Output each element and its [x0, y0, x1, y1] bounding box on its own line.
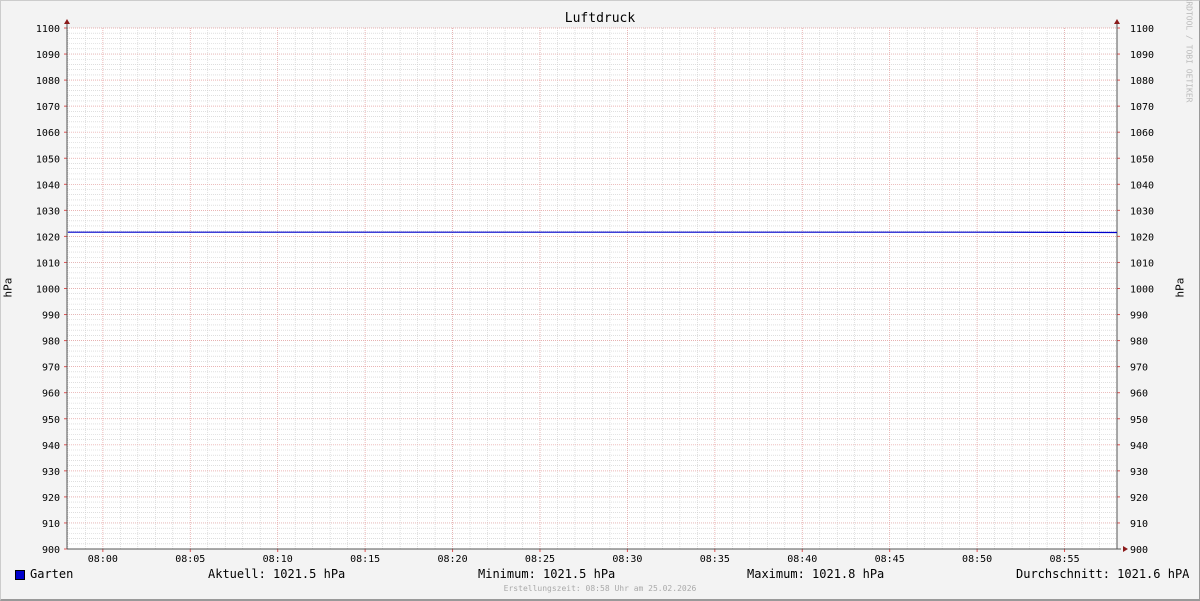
y-tick-label-right: 1030	[1130, 206, 1154, 217]
y-tick-label-right: 1090	[1130, 50, 1154, 61]
y-tick-label-right: 1070	[1130, 102, 1154, 113]
y-tick-label-right: 980	[1130, 337, 1148, 348]
y-tick-label-left: 1070	[36, 102, 60, 113]
y-tick-label-left: 1080	[36, 76, 60, 87]
legend-aktuell: Aktuell: 1021.5 hPa	[208, 567, 345, 581]
watermark: RRDTOOL / TOBI OETIKER	[1185, 0, 1194, 127]
y-tick-label-left: 1010	[36, 258, 60, 269]
y-tick-label-right: 990	[1130, 311, 1148, 322]
y-tick-label-right: 930	[1130, 467, 1148, 478]
y-tick-label-left: 970	[42, 363, 60, 374]
x-tick-label: 08:25	[525, 554, 555, 565]
y-tick-label-right: 920	[1130, 493, 1148, 504]
legend-series-label: Garten	[30, 567, 73, 581]
y-tick-label-right: 1060	[1130, 128, 1154, 139]
y-tick-label-left: 1000	[36, 285, 60, 296]
x-axis-arrow	[1123, 546, 1128, 552]
y-tick-label-right: 1000	[1130, 285, 1154, 296]
y-tick-label-right: 1080	[1130, 76, 1154, 87]
y-tick-label-left: 920	[42, 493, 60, 504]
y-tick-label-right: 900	[1130, 545, 1148, 556]
y-tick-label-left: 1050	[36, 154, 60, 165]
x-tick-label: 08:45	[875, 554, 905, 565]
y-tick-label-left: 990	[42, 311, 60, 322]
y-tick-label-right: 1020	[1130, 232, 1154, 243]
y-tick-label-right: 1050	[1130, 154, 1154, 165]
y-tick-label-right: 960	[1130, 389, 1148, 400]
legend-durchschnitt: Durchschnitt: 1021.6 hPA	[1016, 567, 1189, 581]
legend-swatch	[15, 570, 25, 580]
chart-title: Luftdruck	[0, 11, 1200, 26]
y-tick-label-right: 1010	[1130, 258, 1154, 269]
y-tick-label-left: 1090	[36, 50, 60, 61]
y-tick-label-left: 1020	[36, 232, 60, 243]
y-tick-label-left: 910	[42, 519, 60, 530]
footer-timestamp: Erstellungszeit: 08:58 Uhr am 25.02.2026	[0, 584, 1200, 593]
y-axis-label-right: hPa	[1173, 278, 1186, 298]
legend-maximum: Maximum: 1021.8 hPa	[747, 567, 884, 581]
y-tick-label-right: 970	[1130, 363, 1148, 374]
y-tick-label-left: 1030	[36, 206, 60, 217]
legend-minimum: Minimum: 1021.5 hPa	[478, 567, 615, 581]
y-tick-label-left: 1060	[36, 128, 60, 139]
y-tick-label-left: 960	[42, 389, 60, 400]
x-tick-label: 08:55	[1049, 554, 1079, 565]
x-tick-label: 08:40	[787, 554, 817, 565]
y-tick-label-left: 900	[42, 545, 60, 556]
x-tick-label: 08:00	[88, 554, 118, 565]
y-tick-label-left: 980	[42, 337, 60, 348]
y-tick-label-right: 940	[1130, 441, 1148, 452]
y-tick-label-left: 950	[42, 415, 60, 426]
y-tick-label-right: 1040	[1130, 180, 1154, 191]
y-tick-label-left: 930	[42, 467, 60, 478]
y-axis-label-left: hPa	[1, 278, 14, 298]
y-tick-label-left: 1040	[36, 180, 60, 191]
x-tick-label: 08:20	[437, 554, 467, 565]
y-tick-label-right: 910	[1130, 519, 1148, 530]
y-tick-label-right: 950	[1130, 415, 1148, 426]
x-tick-label: 08:50	[962, 554, 992, 565]
x-tick-label: 08:10	[263, 554, 293, 565]
x-tick-label: 08:05	[175, 554, 205, 565]
x-tick-label: 08:15	[350, 554, 380, 565]
x-tick-label: 08:35	[700, 554, 730, 565]
y-tick-label-left: 940	[42, 441, 60, 452]
x-tick-label: 08:30	[612, 554, 642, 565]
